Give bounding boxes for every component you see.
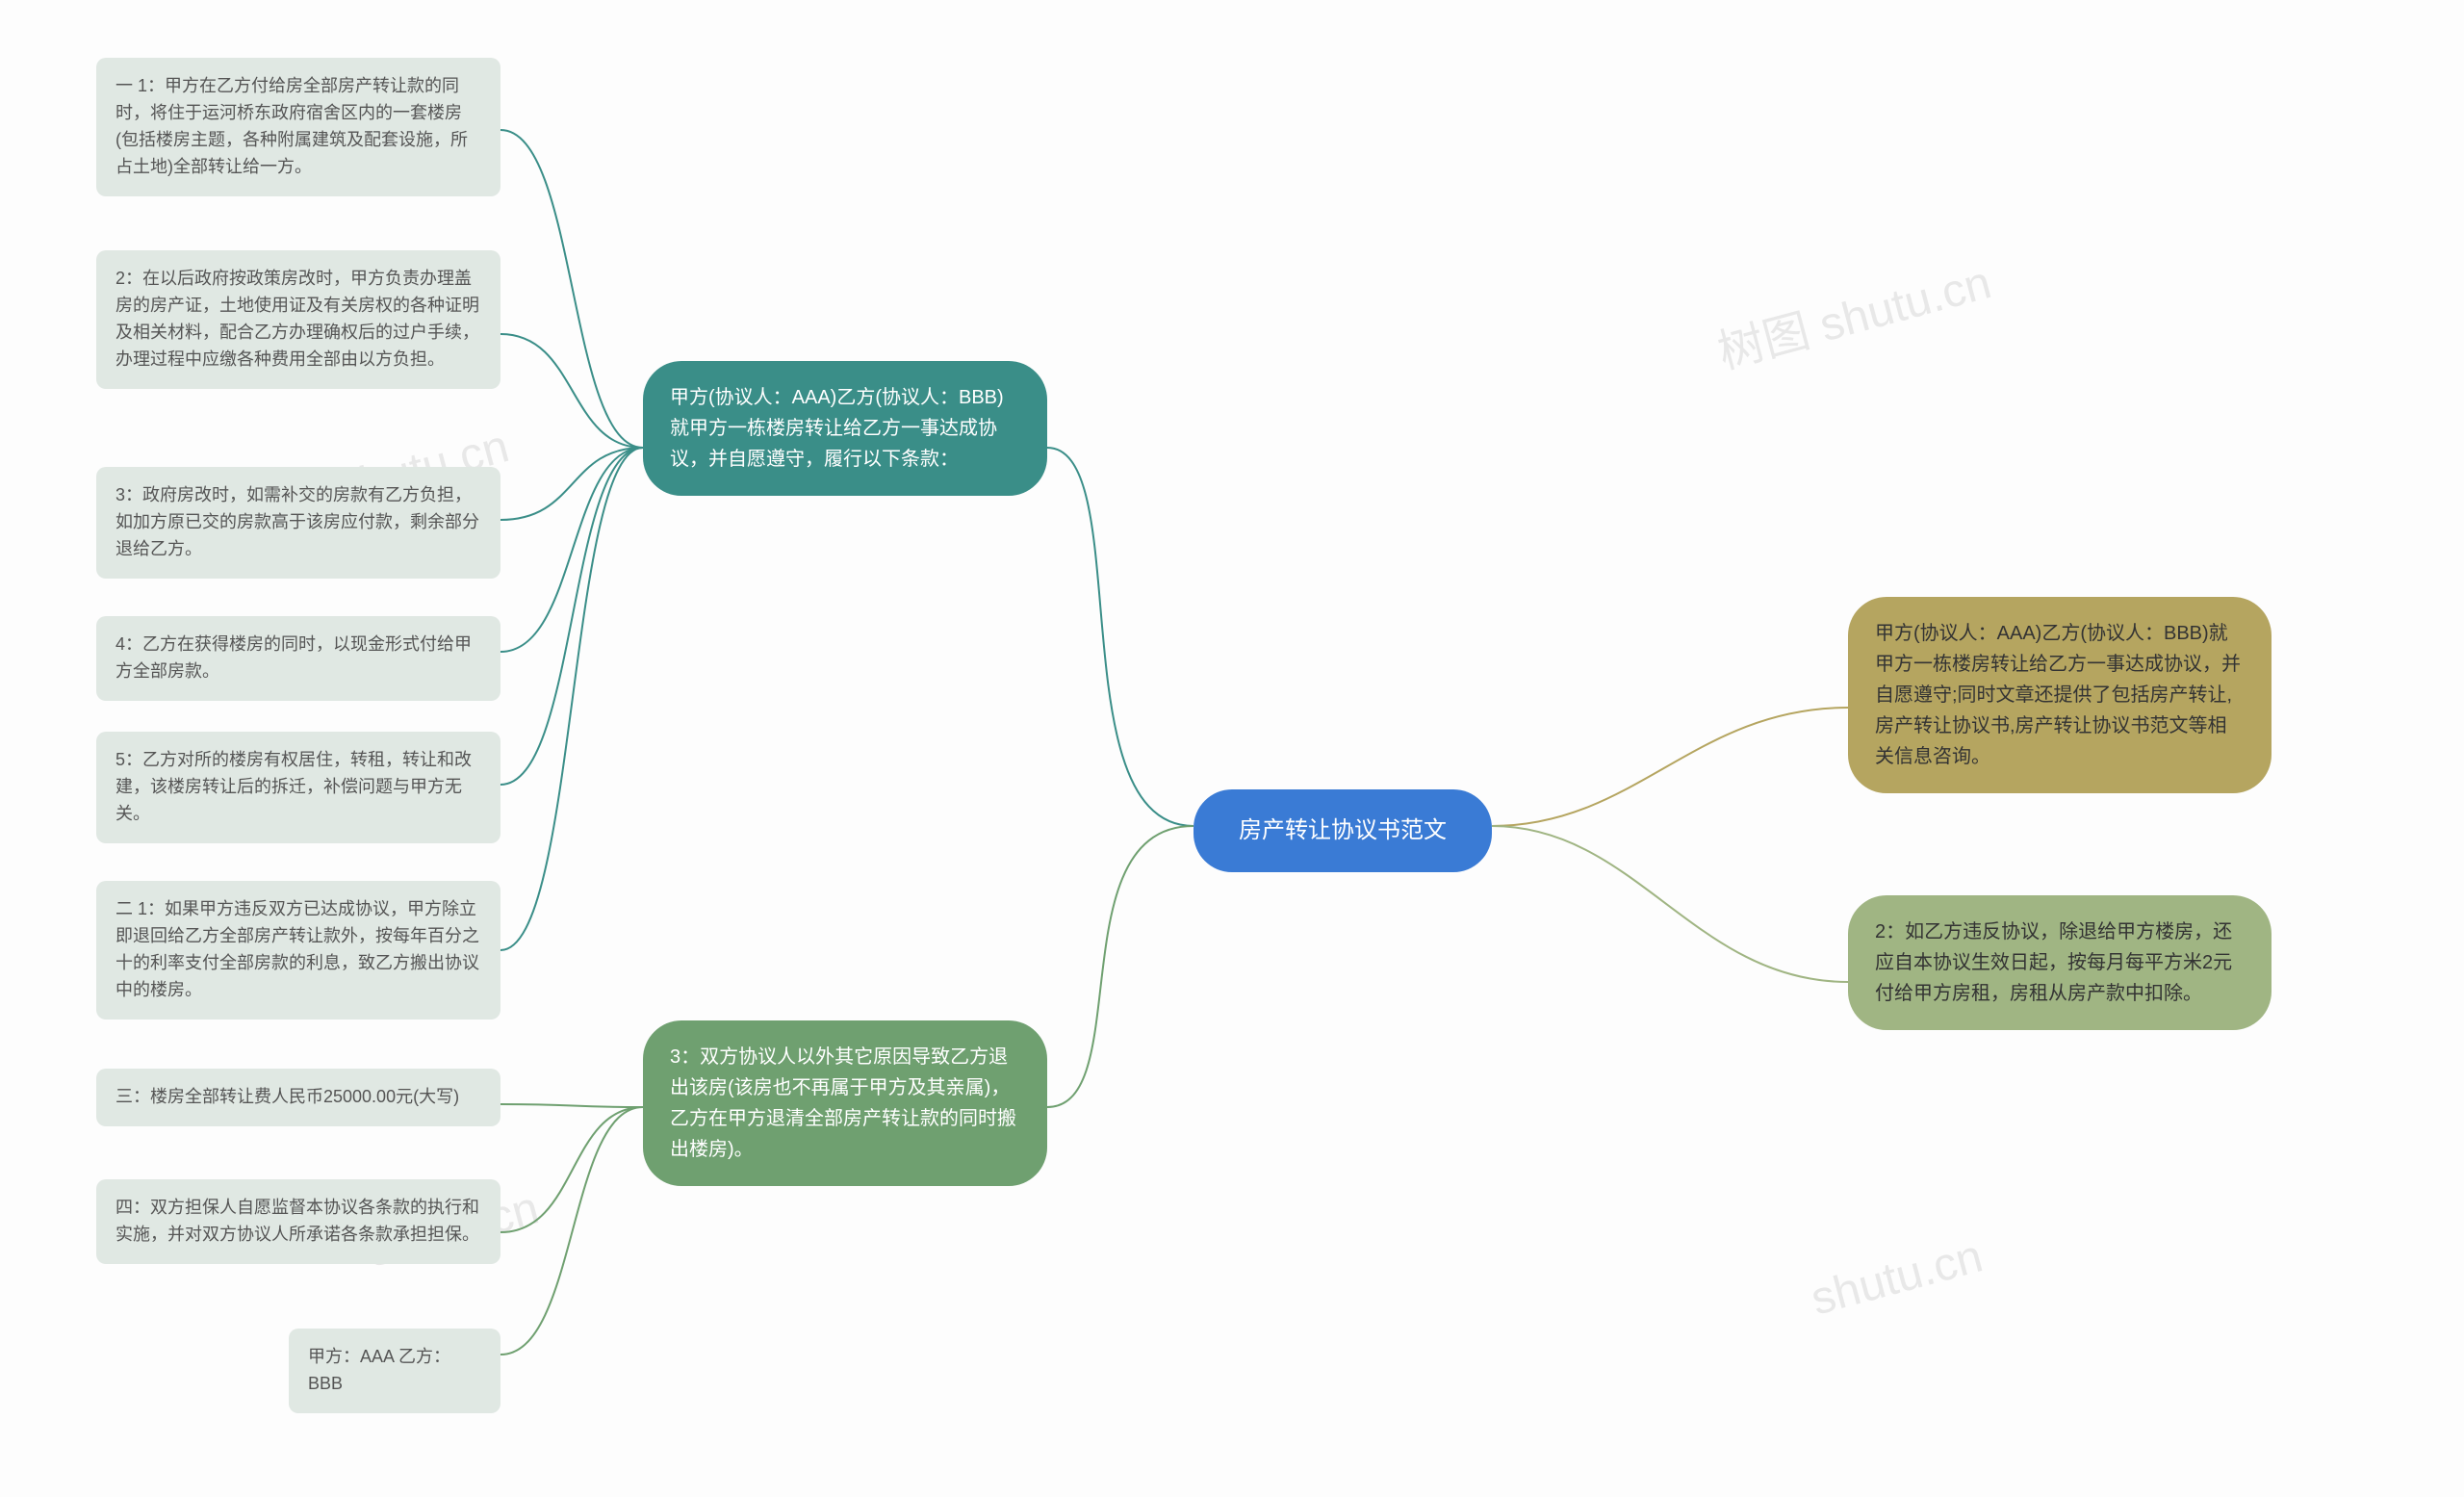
leaf-node[interactable]: 3：政府房改时，如需补交的房款有乙方负担，如加方原已交的房款高于该房应付款，剩余… xyxy=(96,467,500,579)
leaf-node[interactable]: 一 1：甲方在乙方付给房全部房产转让款的同时，将住于运河桥东政府宿舍区内的一套楼… xyxy=(96,58,500,196)
branch-sage[interactable]: 2：如乙方违反协议，除退给甲方楼房，还应自本协议生效日起，按每月每平方米2元付给… xyxy=(1848,895,2272,1030)
leaf-node[interactable]: 5：乙方对所的楼房有权居住，转租，转让和改建，该楼房转让后的拆迁，补偿问题与甲方… xyxy=(96,732,500,843)
leaf-node[interactable]: 4：乙方在获得楼房的同时，以现金形式付给甲方全部房款。 xyxy=(96,616,500,701)
leaf-node[interactable]: 2：在以后政府按政策房改时，甲方负责办理盖房的房产证，土地使用证及有关房权的各种… xyxy=(96,250,500,389)
watermark: shutu.cn xyxy=(1806,1229,1989,1326)
branch-green[interactable]: 3：双方协议人以外其它原因导致乙方退出该房(该房也不再属于甲方及其亲属)，乙方在… xyxy=(643,1020,1047,1186)
watermark: 树图 shutu.cn xyxy=(1709,245,1997,382)
leaf-node[interactable]: 二 1：如果甲方违反双方已达成协议，甲方除立即退回给乙方全部房产转让款外，按每年… xyxy=(96,881,500,1020)
branch-teal[interactable]: 甲方(协议人：AAA)乙方(协议人：BBB)就甲方一栋楼房转让给乙方一事达成协议… xyxy=(643,361,1047,496)
root-node[interactable]: 房产转让协议书范文 xyxy=(1194,789,1492,872)
leaf-node[interactable]: 四：双方担保人自愿监督本协议各条款的执行和实施，并对双方协议人所承诺各条款承担担… xyxy=(96,1179,500,1264)
leaf-node[interactable]: 甲方：AAA 乙方：BBB xyxy=(289,1329,500,1413)
branch-olive[interactable]: 甲方(协议人：AAA)乙方(协议人：BBB)就甲方一栋楼房转让给乙方一事达成协议… xyxy=(1848,597,2272,793)
leaf-node[interactable]: 三：楼房全部转让费人民币25000.00元(大写) xyxy=(96,1069,500,1126)
